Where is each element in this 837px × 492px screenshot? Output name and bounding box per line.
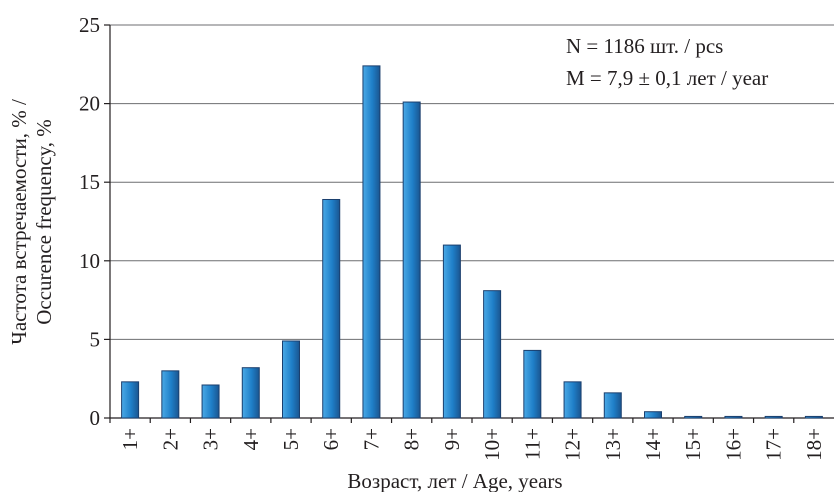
- x-tick-label-8+: 8+: [400, 428, 424, 450]
- x-tick-label-11+: 11+: [520, 428, 544, 460]
- y-tick-label: 0: [90, 406, 101, 430]
- bar-18+: [804, 415, 823, 419]
- bar-8+: [402, 101, 421, 419]
- x-axis-title: Возраст, лет / Age, years: [347, 469, 562, 492]
- x-tick-labels: 1+ 2+ 3+ 4+ 5+ 6+ 7+ 8+ 9+ 10+ 11+ 12+ 13+ 14+ 15+ 16+ 1…: [109, 418, 826, 461]
- x-tick-label-1+: 1+: [118, 428, 142, 450]
- bar-11+: [523, 349, 542, 419]
- bars: [121, 65, 823, 419]
- x-tick-label-4+: 4+: [239, 428, 263, 450]
- bar-17+: [764, 415, 783, 419]
- bar-15+: [684, 415, 703, 419]
- bar-9+: [442, 244, 461, 419]
- y-tick-label: 15: [79, 170, 100, 194]
- x-tick-label-13+: 13+: [601, 428, 625, 461]
- x-tick-label-15+: 15+: [681, 428, 705, 461]
- x-tick-label-10+: 10+: [480, 428, 504, 461]
- bar-16+: [724, 415, 743, 419]
- bar-3+: [201, 384, 220, 419]
- x-tick-label-7+: 7+: [359, 428, 383, 450]
- bar-1+: [121, 381, 140, 419]
- y-tick-label: 10: [79, 249, 100, 273]
- y-tick-label: 5: [90, 327, 101, 351]
- y-axis-title-line2: Occurence frequency, %: [32, 119, 56, 325]
- bar-12+: [563, 381, 582, 419]
- y-axis-title-line1: Частота встречаемости, % /: [7, 99, 31, 345]
- bar-6+: [322, 198, 341, 419]
- x-tick-label-18+: 18+: [802, 428, 826, 461]
- grid-lines: [104, 24, 834, 419]
- bar-4+: [241, 367, 260, 419]
- x-tick-label-12+: 12+: [561, 428, 585, 461]
- bar-14+: [644, 411, 662, 419]
- bar-5+: [282, 340, 300, 419]
- y-tick-label: 20: [79, 92, 100, 116]
- x-tick-label-5+: 5+: [279, 428, 303, 450]
- annotation-mean-age: M = 7,9 ± 0,1 лет / year: [566, 66, 768, 90]
- bar-13+: [603, 392, 622, 419]
- x-tick-label-17+: 17+: [762, 428, 786, 461]
- x-tick-label-9+: 9+: [440, 428, 464, 450]
- x-tick-label-6+: 6+: [319, 428, 343, 450]
- bar-10+: [483, 290, 502, 419]
- x-tick-label-3+: 3+: [199, 428, 223, 450]
- y-tick-labels: 0 5 10 15 20 25: [79, 13, 100, 430]
- x-tick-label-2+: 2+: [158, 428, 182, 450]
- bar-2+: [161, 370, 180, 419]
- annotation-sample-size: N = 1186 шт. / pcs: [566, 34, 723, 58]
- x-tick-label-14+: 14+: [641, 428, 665, 461]
- x-tick-label-16+: 16+: [721, 428, 745, 461]
- y-tick-label: 25: [79, 13, 100, 37]
- bar-7+: [362, 65, 381, 419]
